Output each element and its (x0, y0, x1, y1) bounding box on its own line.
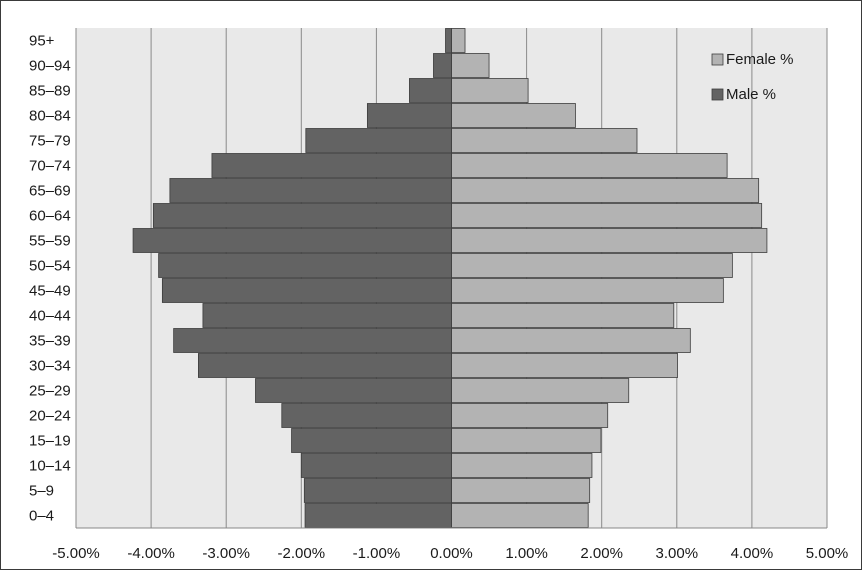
male-bar (198, 353, 452, 378)
legend: Female % Male % (711, 51, 794, 103)
bars (132, 28, 768, 528)
x-tick-label: -1.00% (353, 545, 401, 562)
legend-item-male-swatch (711, 88, 724, 101)
male-bar (152, 203, 452, 228)
female-bar (451, 478, 591, 503)
male-bar (300, 453, 452, 478)
x-tick-label: 1.00% (505, 545, 548, 562)
male-bar (305, 128, 452, 153)
male-bar (161, 278, 452, 303)
y-tick-label: 70–74 (29, 158, 71, 175)
y-tick-label: 55–59 (29, 233, 71, 250)
x-tick-label: 2.00% (580, 545, 623, 562)
male-bar (433, 53, 452, 78)
legend-item-female-swatch (711, 53, 724, 66)
male-bar (303, 478, 452, 503)
male-bar (255, 378, 452, 403)
female-bar (451, 253, 733, 278)
y-tick-label: 75–79 (29, 133, 71, 150)
y-tick-label: 0–4 (29, 508, 54, 525)
female-bar (451, 178, 760, 203)
female-bar (451, 503, 589, 528)
legend-item-male-label: Male % (726, 86, 776, 103)
y-tick-label: 20–24 (29, 408, 71, 425)
male-bar (445, 28, 452, 53)
male-bar (211, 153, 452, 178)
y-tick-label: 40–44 (29, 308, 71, 325)
y-tick-labels: 0–4 5–9 10–14 15–19 20–24 25–29 30–34 35–39 40–4… (29, 33, 71, 525)
x-tick-label: 0.00% (430, 545, 473, 562)
x-tick-label: 4.00% (731, 545, 774, 562)
y-tick-label: 65–69 (29, 183, 71, 200)
female-bar (451, 328, 691, 353)
y-tick-label: 90–94 (29, 58, 71, 75)
female-bar (451, 28, 466, 53)
x-tick-label: 3.00% (656, 545, 699, 562)
male-bar (158, 253, 452, 278)
x-tick-label: -2.00% (278, 545, 326, 562)
female-bar (451, 453, 593, 478)
x-tick-label: -5.00% (52, 545, 100, 562)
x-tick-label: -3.00% (202, 545, 250, 562)
female-bar (451, 128, 638, 153)
male-bar (202, 303, 452, 328)
male-bar (409, 78, 452, 103)
female-bar (451, 203, 763, 228)
legend-item-female-label: Female % (726, 51, 794, 68)
female-bar (451, 278, 724, 303)
y-tick-label: 15–19 (29, 433, 71, 450)
female-bar (451, 103, 576, 128)
y-tick-label: 10–14 (29, 458, 71, 475)
female-bar (451, 78, 529, 103)
y-tick-label: 30–34 (29, 358, 71, 375)
female-bar (451, 153, 728, 178)
male-bar (366, 103, 452, 128)
male-bar (281, 403, 452, 428)
male-bar (291, 428, 452, 453)
male-bar (173, 328, 452, 353)
female-bar (451, 353, 678, 378)
x-tick-label: -4.00% (127, 545, 175, 562)
female-bar (451, 403, 609, 428)
y-tick-label: 35–39 (29, 333, 71, 350)
gridlines (75, 28, 828, 528)
y-tick-label: 50–54 (29, 258, 71, 275)
y-tick-label: 95+ (29, 33, 55, 50)
female-bar (451, 53, 490, 78)
y-tick-label: 80–84 (29, 108, 71, 125)
male-bar (304, 503, 452, 528)
x-tick-labels: -5.00% -4.00% -3.00% -2.00% -1.00% 0.00% 1.00%… (52, 545, 848, 562)
y-tick-label: 5–9 (29, 483, 54, 500)
y-tick-label: 25–29 (29, 383, 71, 400)
y-tick-label: 85–89 (29, 83, 71, 100)
female-bar (451, 228, 768, 253)
y-tick-label: 60–64 (29, 208, 71, 225)
y-tick-label: 45–49 (29, 283, 71, 300)
male-bar (169, 178, 452, 203)
female-bar (451, 303, 675, 328)
female-bar (451, 378, 630, 403)
female-bar (451, 428, 602, 453)
x-tick-label: 5.00% (806, 545, 849, 562)
male-bar (132, 228, 452, 253)
